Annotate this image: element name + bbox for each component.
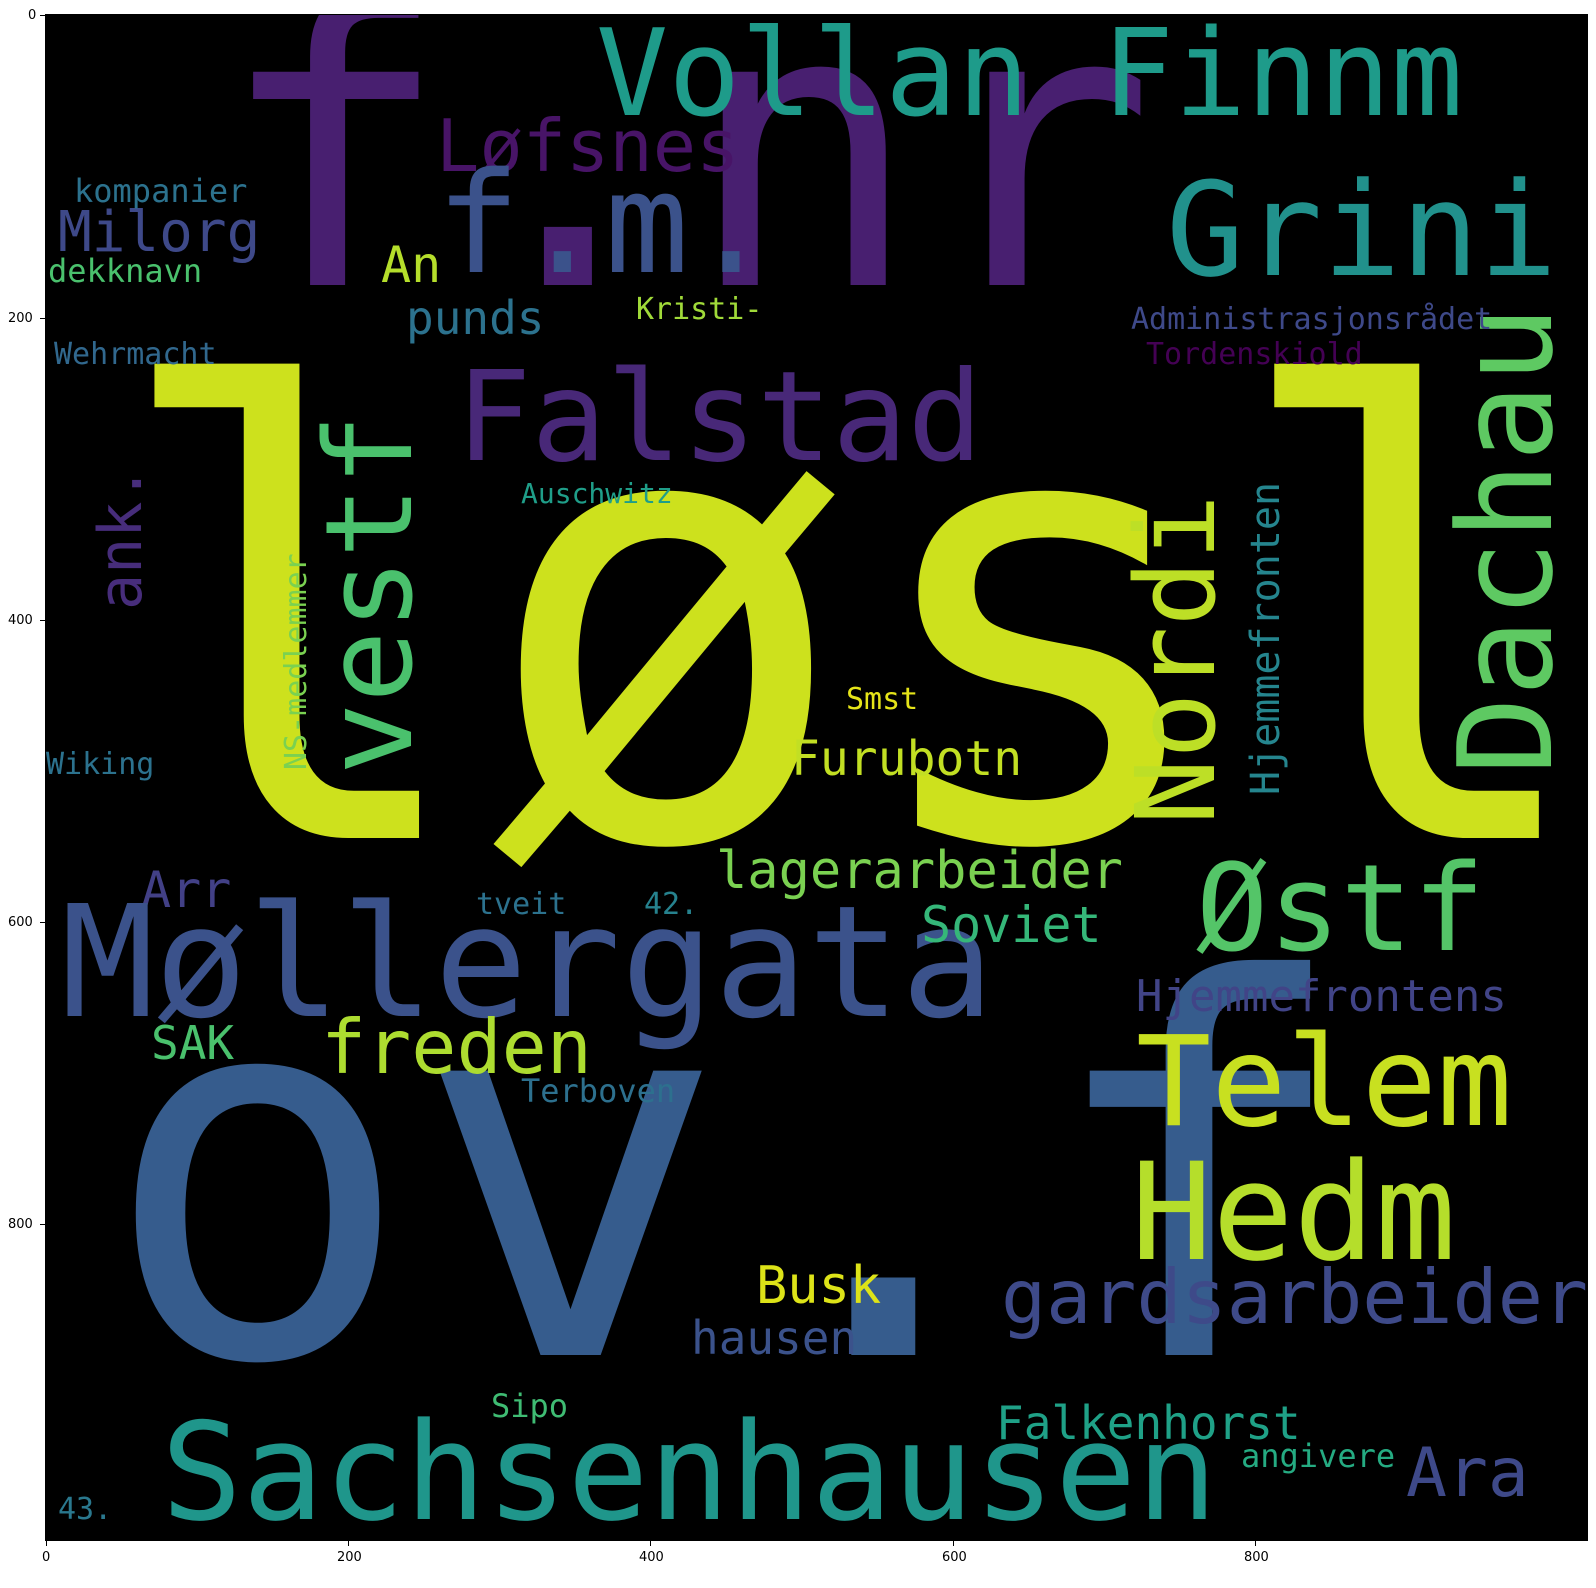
wordcloud-canvas: løsl ov.f f.nr Vollan Finnm Løfsnes f.m. Grini… — [45, 14, 1588, 1541]
word-falstad: Falstad — [456, 345, 983, 490]
word-falkenhorst: Falkenhorst — [996, 1396, 1301, 1450]
x-tick-mark-600 — [953, 1540, 954, 1546]
y-tick-label: 200 — [8, 311, 33, 326]
word-wiking: Wiking — [46, 747, 155, 782]
word-ara: Ara — [1406, 1434, 1529, 1513]
y-tick-label: 600 — [8, 915, 33, 930]
x-tick-label: 600 — [942, 1550, 967, 1565]
word-an: An — [381, 236, 442, 294]
y-tick-mark-0 — [40, 15, 46, 16]
y-tick-mark-400 — [40, 620, 46, 621]
x-tick-label: 200 — [337, 1550, 362, 1565]
x-tick-mark-200 — [348, 1540, 349, 1546]
word-tveit: tveit — [476, 887, 567, 922]
word-terboven: Terboven — [521, 1072, 676, 1110]
word-møllergata: Møllergata — [61, 872, 995, 1053]
word-dachau: Dachau — [1430, 305, 1582, 775]
x-tick-mark-400 — [650, 1540, 651, 1546]
word-freden: freden — [321, 1003, 592, 1091]
y-tick-mark-800 — [40, 1224, 46, 1225]
y-tick-label: 400 — [8, 613, 33, 628]
word-dekknavn: dekknavn — [48, 252, 203, 290]
y-tick-label: 0 — [28, 8, 37, 23]
word-furubotn: Furubotn — [791, 731, 1023, 787]
x-tick-label: 0 — [42, 1550, 51, 1565]
word-grini: Grini — [1166, 154, 1558, 306]
x-tick-label: 400 — [639, 1550, 664, 1565]
word-ns-medlemmer: NS-medlemmer — [279, 553, 314, 770]
word-hjemmefronten: Hjemmefronten — [1243, 481, 1289, 795]
word-østf: Østf — [1196, 840, 1485, 979]
word-vollan-finnm: Vollan Finnm — [596, 15, 1463, 144]
word-administrasjonsrådet: Administrasjonsrådet — [1131, 302, 1493, 337]
word-smst: Smst — [846, 682, 919, 717]
y-tick-mark-200 — [40, 318, 46, 319]
word-hjemmefrontens: Hjemmefrontens — [1136, 971, 1507, 1022]
word-ov-f: ov.f — [101, 872, 1354, 1478]
word-kristi: Kristi- — [636, 292, 763, 327]
word-arr: Arr — [141, 861, 232, 919]
y-tick-label: 800 — [8, 1217, 33, 1232]
word-sak: SAK — [151, 1016, 235, 1070]
word-nordi: Nordi — [1112, 493, 1240, 825]
word-vestf: vestf — [301, 413, 440, 775]
word-soviet: Soviet — [921, 896, 1102, 954]
word-gardsarbeider: gardsarbeider — [1001, 1253, 1587, 1341]
word-busk: Busk — [756, 1256, 882, 1316]
word-løfsnes: Løfsnes — [436, 104, 740, 188]
word-42: 42. — [644, 887, 699, 922]
x-tick-mark-800 — [1255, 1540, 1256, 1546]
word-hedm: Hedm — [1131, 1134, 1457, 1291]
word-kompanier: kompanier — [74, 172, 248, 210]
word-f-nr: f.nr — [216, 15, 1156, 377]
word-tordenskiold: Tordenskiold — [1146, 337, 1363, 372]
x-tick-mark-0 — [46, 1540, 47, 1546]
y-tick-mark-600 — [40, 922, 46, 923]
word-auschwitz: Auschwitz — [521, 477, 673, 510]
word-punds: punds — [406, 291, 545, 345]
word-sachsenhausen: Sachsenhausen — [161, 1394, 1218, 1540]
word-hausen: hausen — [691, 1311, 858, 1365]
word-løsl: løsl — [106, 264, 1587, 985]
word-43: 43. — [58, 1492, 113, 1527]
word-sipo: Sipo — [491, 1387, 569, 1425]
word-lagerarbeider: lagerarbeider — [716, 841, 1123, 901]
word-milorg: Milorg — [58, 200, 261, 265]
word-f-m: f.m. — [436, 143, 774, 306]
word-wehrmacht: Wehrmacht — [54, 337, 217, 372]
x-tick-label: 800 — [1244, 1550, 1269, 1565]
word-angivere: angivere — [1241, 1437, 1396, 1475]
word-telem: Telem — [1136, 1010, 1513, 1155]
word-ank: ank. — [86, 465, 156, 611]
